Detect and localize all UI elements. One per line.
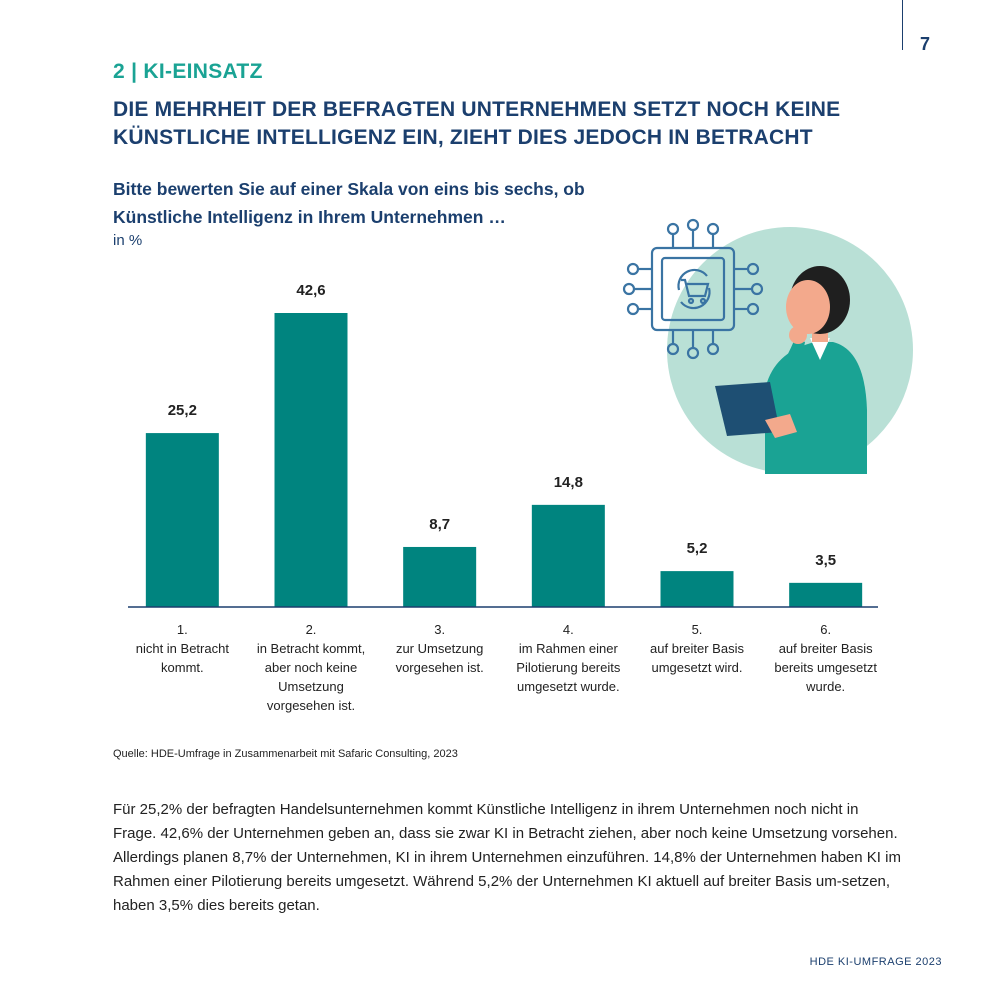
category-label: bereits umgesetzt (774, 660, 877, 675)
category-label: 5. (692, 622, 703, 637)
category-label: auf breiter Basis (650, 641, 744, 656)
footer-label: HDE KI-UMFRAGE 2023 (809, 956, 942, 968)
bar-4 (531, 504, 605, 607)
category-label: vorgesehen ist. (396, 660, 484, 675)
ai-illustration (622, 218, 913, 474)
bar-chart: 25,2 1. nicht in Betracht kommt. 42,6 2. in Be… (128, 282, 878, 713)
tablet-icon (715, 382, 797, 438)
category-label: in Betracht kommt, (257, 641, 365, 656)
person-collar (810, 338, 830, 360)
chart-unit: in % (113, 232, 143, 249)
bar-6 (789, 582, 863, 607)
category-label: 4. (563, 622, 574, 637)
category-label: kommt. (161, 660, 204, 675)
category-label: wurde. (805, 679, 845, 694)
person-hand (789, 326, 807, 344)
bar-value-label: 42,6 (296, 282, 325, 299)
bar-value-label: 5,2 (687, 540, 708, 557)
category-label: umgesetzt wird. (651, 660, 742, 675)
category-label: Umsetzung (278, 679, 344, 694)
category-label: Pilotierung bereits (516, 660, 621, 675)
category-label: 1. (177, 622, 188, 637)
category-label: 6. (820, 622, 831, 637)
chart-source: Quelle: HDE-Umfrage in Zusammenarbeit mi… (113, 748, 458, 760)
chip-icon (622, 218, 764, 360)
person-face (786, 280, 830, 334)
category-label: auf breiter Basis (779, 641, 873, 656)
page-divider (902, 0, 903, 50)
category-label: 2. (306, 622, 317, 637)
bar-value-label: 8,7 (429, 516, 450, 533)
person-arm (765, 338, 805, 398)
category-label: zur Umsetzung (396, 641, 483, 656)
bar-3 (403, 546, 477, 607)
section-label: 2 | KI-EINSATZ (113, 60, 263, 83)
category-label: nicht in Betracht (136, 641, 230, 656)
category-label: im Rahmen einer (519, 641, 619, 656)
person-icon (667, 227, 913, 474)
page-number: 7 (920, 34, 931, 54)
person-body (765, 342, 867, 474)
bar-value-label: 14,8 (554, 474, 583, 491)
bar-5 (660, 571, 734, 607)
body-paragraph: Für 25,2% der befragten Handelsunternehm… (113, 801, 901, 914)
category-label: 3. (434, 622, 445, 637)
bar-2 (274, 313, 348, 607)
bar-value-label: 25,2 (168, 402, 197, 419)
page-headline: Die Mehrheit der befragten Unternehmen s… (113, 98, 841, 149)
category-label: umgesetzt wurde. (517, 679, 620, 694)
shopping-cart-icon (677, 268, 711, 310)
category-label: vorgesehen ist. (267, 698, 355, 713)
chart-question: Bitte bewerten Sie auf einer Skala von e… (113, 179, 585, 227)
category-label: aber noch keine (265, 660, 358, 675)
bar-1 (145, 433, 219, 607)
bar-value-label: 3,5 (815, 552, 836, 569)
